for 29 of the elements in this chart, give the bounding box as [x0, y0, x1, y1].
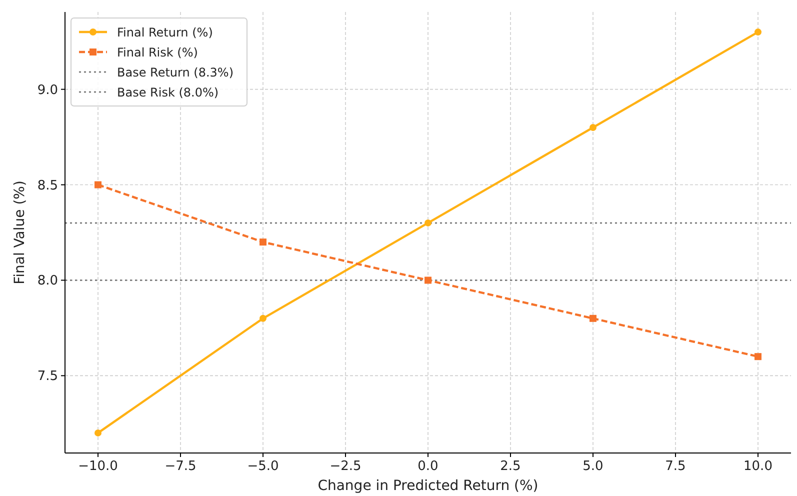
y-tick-label: 9.0 [37, 82, 58, 98]
y-tick-label: 7.5 [37, 369, 58, 384]
legend-label: Final Risk (%) [117, 46, 198, 60]
legend-label: Base Return (8.3%) [117, 66, 234, 80]
point [590, 124, 596, 131]
point [590, 314, 596, 322]
y-tick-label: 8.5 [37, 178, 58, 194]
point [94, 429, 102, 436]
legend-label: Final Return (%) [117, 26, 213, 40]
point [424, 276, 432, 284]
x-tick-label: −2.5 [330, 459, 362, 474]
x-tick-label: −7.5 [164, 459, 196, 474]
x-tick-label: 5.0 [582, 459, 604, 474]
y-tick-label: 8.0 [37, 274, 58, 289]
x-tick-label: 2.5 [500, 459, 521, 474]
x-axis-title: Change in Predicted Return (%) [318, 478, 538, 494]
point [754, 353, 762, 360]
point [260, 238, 266, 246]
x-tick-label: 7.5 [665, 459, 686, 474]
point [260, 314, 266, 322]
point [424, 219, 432, 226]
x-tick-label: −5.0 [247, 459, 279, 474]
legend-label: Base Risk (8.0%) [117, 86, 219, 100]
point [94, 181, 102, 188]
x-tick-label: 10.0 [744, 459, 772, 474]
point [754, 28, 762, 36]
x-tick-label: −10.0 [78, 459, 118, 474]
y-axis-title: Final Value (%) [12, 180, 28, 284]
x-tick-label: 0.0 [418, 459, 438, 474]
